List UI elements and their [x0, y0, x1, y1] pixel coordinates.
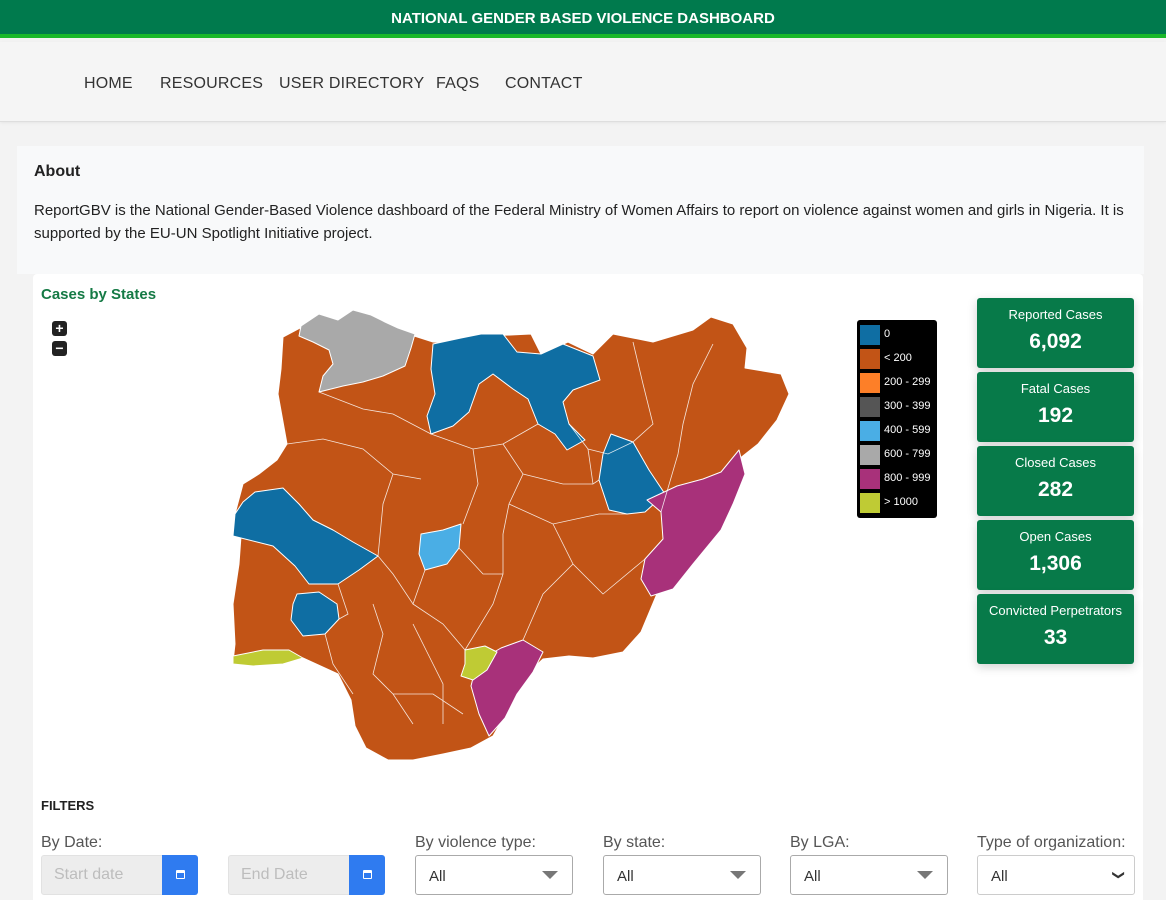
map-region-sokoto[interactable]	[298, 309, 416, 393]
organization-type-label: Type of organization:	[977, 834, 1126, 851]
lga-select[interactable]: All	[790, 855, 948, 895]
calendar-icon	[363, 870, 372, 879]
map-region-ebonyi[interactable]	[460, 645, 498, 681]
legend-swatch	[860, 349, 880, 369]
end-date-picker-button[interactable]	[349, 855, 385, 895]
legend-item: 300 - 399	[860, 397, 937, 417]
legend-label: < 200	[884, 352, 912, 364]
stat-value: 192	[1037, 404, 1074, 427]
legend-item: > 1000	[860, 493, 937, 513]
legend-label: 300 - 399	[884, 400, 931, 412]
map-region-kwara[interactable]	[232, 487, 379, 585]
stat-convicted-perpetrators: Convicted Perpetrators 33	[977, 594, 1134, 664]
end-date-input[interactable]	[228, 855, 350, 895]
violence-type-label: By violence type:	[415, 834, 536, 851]
legend-item: 600 - 799	[860, 445, 937, 465]
legend-item: 800 - 999	[860, 469, 937, 489]
filters-title: FILTERS	[41, 798, 95, 813]
legend-swatch	[860, 469, 880, 489]
select-value: All	[429, 868, 446, 885]
select-value: All	[804, 868, 821, 885]
legend-swatch	[860, 325, 880, 345]
calendar-icon	[176, 870, 185, 879]
legend-item: 400 - 599	[860, 421, 937, 441]
map-title: Cases by States	[41, 286, 157, 303]
stat-closed-cases: Closed Cases 282	[977, 446, 1134, 516]
caret-down-icon	[917, 871, 933, 879]
nav-user-directory[interactable]: USER DIRECTORY	[279, 75, 425, 92]
stat-label: Convicted Perpetrators	[989, 603, 1122, 618]
state-select[interactable]: All	[603, 855, 761, 895]
stat-label: Fatal Cases	[1020, 381, 1091, 396]
legend-swatch	[860, 373, 880, 393]
map-region-yobe[interactable]	[598, 433, 666, 515]
legend-swatch	[860, 493, 880, 513]
map-region-lagos[interactable]	[232, 649, 304, 667]
stat-label: Reported Cases	[1008, 307, 1103, 322]
map-legend: 0 < 200 200 - 299 300 - 399 400 - 599 60…	[857, 320, 937, 518]
stat-fatal-cases: Fatal Cases 192	[977, 372, 1134, 442]
legend-label: 200 - 299	[884, 376, 931, 388]
select-value: All	[991, 868, 1008, 885]
start-date-input[interactable]	[41, 855, 163, 895]
stat-value: 6,092	[1029, 330, 1082, 353]
state-filter-label: By state:	[603, 834, 666, 851]
date-filter-label: By Date:	[41, 834, 103, 851]
caret-down-icon	[542, 871, 558, 879]
zoom-out-button[interactable]: −	[52, 341, 67, 356]
caret-down-icon	[730, 871, 746, 879]
organization-type-select[interactable]: All ❯	[977, 855, 1135, 895]
stat-label: Open Cases	[1019, 529, 1092, 544]
cases-panel: Cases by States + − 0 < 200 200 - 299 30…	[33, 274, 1143, 900]
chevron-down-icon: ❯	[1111, 869, 1126, 881]
map-region-adamawa[interactable]	[640, 449, 746, 597]
start-date-picker-button[interactable]	[162, 855, 198, 895]
stat-label: Closed Cases	[1015, 455, 1096, 470]
nav-faqs[interactable]: FAQS	[436, 75, 480, 92]
legend-label: 800 - 999	[884, 472, 931, 484]
stat-open-cases: Open Cases 1,306	[977, 520, 1134, 590]
legend-label: 0	[884, 328, 891, 340]
stat-value: 33	[1043, 626, 1068, 649]
about-section: About ReportGBV is the National Gender-B…	[17, 146, 1144, 274]
nav-home[interactable]: HOME	[84, 75, 133, 92]
legend-label: > 1000	[884, 496, 918, 508]
nigeria-map[interactable]	[33, 274, 1143, 794]
map-region-fct[interactable]	[418, 523, 462, 571]
legend-swatch	[860, 397, 880, 417]
stat-value: 1,306	[1029, 552, 1082, 575]
legend-label: 600 - 799	[884, 448, 931, 460]
select-value: All	[617, 868, 634, 885]
violence-type-select[interactable]: All	[415, 855, 573, 895]
nav-resources[interactable]: RESOURCES	[160, 75, 264, 92]
stat-value: 282	[1037, 478, 1074, 501]
legend-item: 200 - 299	[860, 373, 937, 393]
legend-swatch	[860, 421, 880, 441]
dashboard-title: NATIONAL GENDER BASED VIOLENCE DASHBOARD	[0, 0, 1166, 38]
about-title: About	[34, 163, 81, 180]
stat-reported-cases: Reported Cases 6,092	[977, 298, 1134, 368]
legend-item: 0	[860, 325, 937, 345]
legend-item: < 200	[860, 349, 937, 369]
about-text: ReportGBV is the National Gender-Based V…	[34, 202, 1124, 242]
legend-label: 400 - 599	[884, 424, 931, 436]
legend-swatch	[860, 445, 880, 465]
lga-filter-label: By LGA:	[790, 834, 850, 851]
nav-contact[interactable]: CONTACT	[505, 75, 583, 92]
map-region-kano[interactable]	[426, 333, 601, 451]
zoom-in-button[interactable]: +	[52, 321, 67, 336]
main-nav: HOME RESOURCES USER DIRECTORY FAQS CONTA…	[0, 42, 1166, 122]
